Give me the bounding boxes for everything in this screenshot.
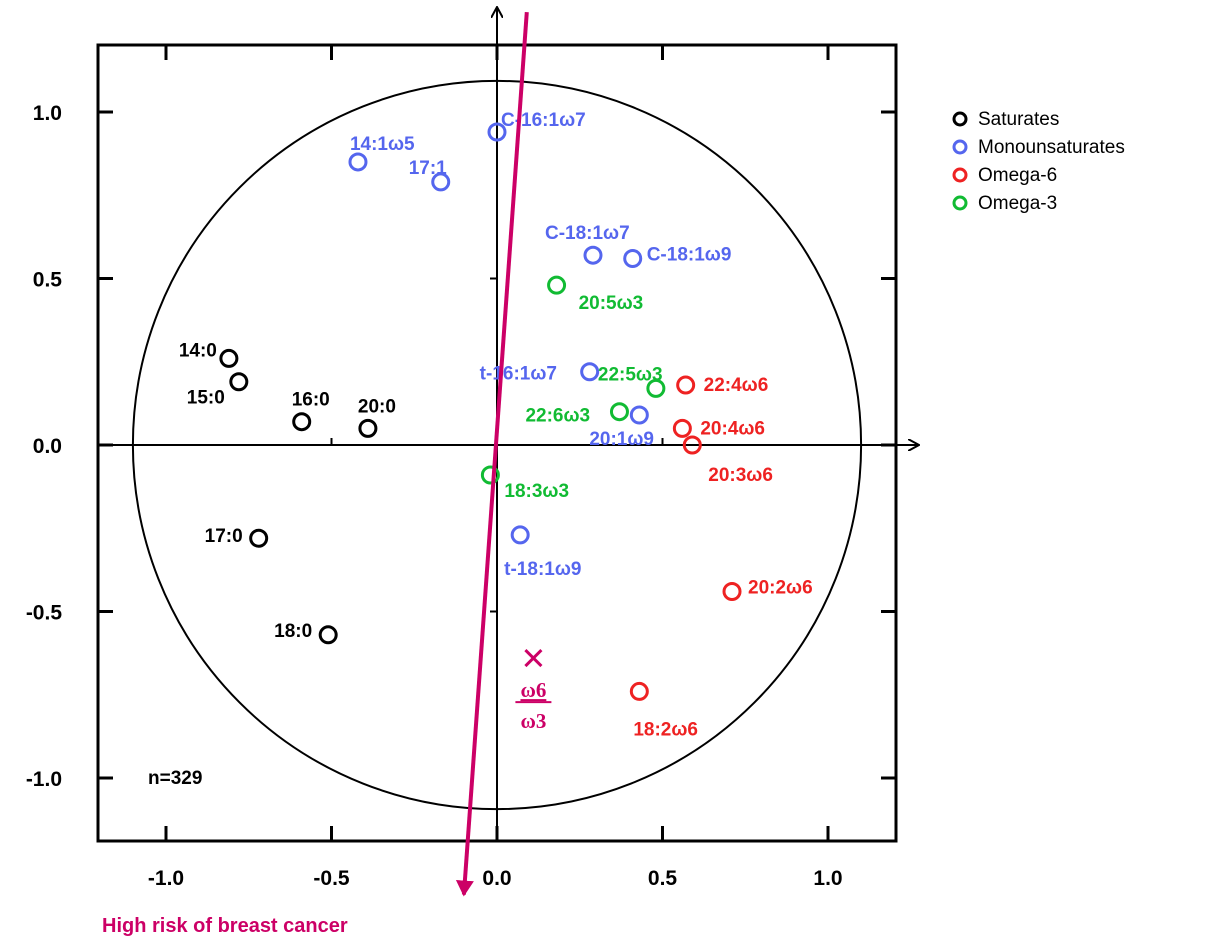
point-label: 15:0 — [187, 388, 225, 409]
point-label: 20:4ω6 — [700, 418, 765, 439]
data-point — [358, 418, 378, 438]
point-label: 20:2ω6 — [748, 578, 813, 599]
point-label: 17:1 — [409, 158, 447, 179]
data-point — [348, 152, 368, 172]
x-tick-label: 0.5 — [648, 867, 678, 890]
point-label: t-18:1ω9 — [504, 559, 581, 580]
x-tick-label: 0.0 — [482, 867, 511, 890]
point-label: 22:5ω3 — [598, 364, 663, 385]
legend-marker — [952, 139, 968, 155]
y-tick-label: 1.0 — [33, 102, 62, 125]
x-tick-label: -0.5 — [313, 867, 350, 890]
legend: Saturates Monounsaturates Omega-6 Omega-3 — [952, 109, 1125, 214]
legend-label: Omega-6 — [978, 165, 1057, 186]
ratio-denominator: ω3 — [520, 709, 546, 733]
data-point — [629, 681, 649, 701]
data-point — [676, 375, 696, 395]
point-label: C-18:1ω9 — [647, 245, 732, 266]
legend-label: Omega-3 — [978, 193, 1057, 214]
point-label: C-18:1ω7 — [545, 223, 630, 244]
legend-marker — [952, 111, 968, 127]
data-point — [292, 412, 312, 432]
legend-marker — [952, 167, 968, 183]
point-label: 16:0 — [292, 390, 330, 411]
legend-label: Saturates — [978, 109, 1059, 130]
y-tick-label: -0.5 — [26, 602, 63, 625]
data-point — [672, 418, 692, 438]
point-label: 14:1ω5 — [350, 134, 415, 155]
x-tick-label: -1.0 — [148, 867, 184, 890]
point-label: 17:0 — [205, 526, 243, 547]
point-label: 20:1ω9 — [589, 429, 654, 450]
data-point — [480, 465, 500, 485]
point-label: 18:0 — [274, 621, 312, 642]
legend-label: Monounsaturates — [978, 137, 1125, 158]
data-point — [623, 249, 643, 269]
data-point — [722, 582, 742, 602]
data-point — [580, 362, 600, 382]
point-label: 20:5ω3 — [579, 293, 644, 314]
data-point — [487, 122, 507, 142]
data-point — [219, 348, 239, 368]
y-tick-label: 0.5 — [33, 269, 63, 292]
x-tick-label: 1.0 — [813, 867, 842, 890]
point-label: 18:2ω6 — [633, 719, 698, 740]
point-label: 22:6ω3 — [525, 406, 590, 427]
data-point — [646, 378, 666, 398]
data-point — [629, 405, 649, 425]
y-tick-label: 0.0 — [33, 435, 62, 458]
point-label: 20:3ω6 — [708, 465, 773, 486]
data-point — [431, 172, 451, 192]
axis-inner-ticks — [330, 277, 664, 613]
data-point — [609, 402, 629, 422]
risk-label: High risk of breast cancer — [102, 915, 348, 937]
data-point — [229, 372, 249, 392]
ratio-numerator: ω6 — [520, 678, 546, 702]
point-label: 18:3ω3 — [504, 481, 569, 502]
data-point — [318, 625, 338, 645]
data-point — [682, 435, 702, 455]
point-label: t-16:1ω7 — [480, 364, 557, 385]
point-label: C-16:1ω7 — [501, 110, 586, 131]
ratio-x-mark — [524, 649, 543, 668]
legend-marker — [952, 195, 968, 211]
data-point — [547, 275, 567, 295]
data-points: 14:0 15:0 16:0 20:0 17:0 18:0 C-16:1ω7 14:1ω5 17… — [179, 110, 813, 740]
risk-arrow — [455, 11, 529, 897]
y-tick-label: -1.0 — [26, 768, 62, 791]
data-point — [583, 245, 603, 265]
point-label: 20:0 — [358, 396, 396, 417]
point-label: 14:0 — [179, 340, 217, 361]
n-annotation: n=329 — [148, 768, 202, 789]
data-point — [249, 528, 269, 548]
ticks: -1.0 -0.5 0.0 0.5 1.0 1.0 0.5 0.0 -0.5 -1.0 — [26, 45, 896, 890]
data-point — [510, 525, 530, 545]
point-label: 22:4ω6 — [704, 375, 769, 396]
